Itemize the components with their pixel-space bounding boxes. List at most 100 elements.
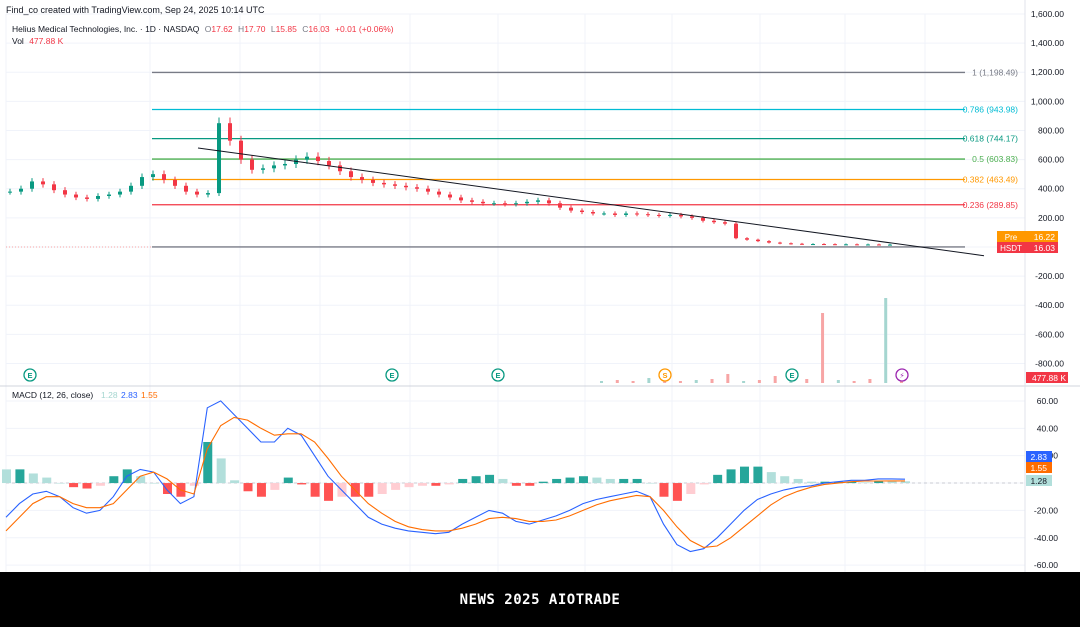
macd-histogram-bar <box>270 483 280 490</box>
macd-histogram-bar <box>283 477 293 484</box>
volume-bars <box>600 298 903 383</box>
price-axis-tick: -400.00 <box>1035 300 1064 310</box>
candle-body <box>206 193 210 195</box>
candle-body <box>426 188 430 192</box>
candle-body <box>657 214 661 216</box>
macd-histogram-bar <box>15 469 25 484</box>
macd-histogram-bar <box>2 469 11 484</box>
event-badge[interactable]: E <box>785 368 799 382</box>
price-axis-tick: 1,200.00 <box>1031 67 1064 77</box>
macd-title: MACD (12, 26, close) <box>12 390 93 400</box>
volume-bar <box>600 381 603 383</box>
volume-bar <box>710 379 714 383</box>
price-axis-tick: 1,000.00 <box>1031 96 1064 106</box>
macd-histogram-bar <box>136 476 146 484</box>
candle-body <box>19 188 23 192</box>
macd-legend-value: 1.28 <box>101 390 118 400</box>
candle-body <box>184 185 188 192</box>
candle-body <box>74 194 78 198</box>
candle-body <box>41 181 45 185</box>
candle-body <box>52 184 56 191</box>
macd-value-tag-bg <box>1026 462 1052 473</box>
macd-histogram-bar <box>874 481 884 484</box>
badge-circle <box>895 368 909 382</box>
event-badge[interactable]: E <box>23 368 37 382</box>
last-price-tag-value-bg <box>1026 242 1058 253</box>
candle-body <box>591 212 595 214</box>
macd-axis-tick: -40.00 <box>1034 533 1058 543</box>
candle-body <box>327 161 331 166</box>
volume-bar <box>742 381 746 383</box>
candle-body <box>63 190 67 195</box>
candle-body <box>195 191 199 195</box>
signal-line <box>5 416 905 548</box>
volume-legend: Vol 477.88 K <box>12 36 66 46</box>
candle-body <box>756 239 760 242</box>
low-value: 15.85 <box>275 24 297 34</box>
macd-pane: MACD (12, 26, close) 1.28 2.83 1.55 <box>2 390 1025 553</box>
candle-body <box>558 203 562 208</box>
volume-bar <box>663 381 667 383</box>
macd-histogram-bar <box>887 481 897 484</box>
pre-market-tag: Pre 16.22 <box>997 231 1058 242</box>
macd-histogram-bar <box>377 483 387 494</box>
badge-label: ⚡ <box>899 371 904 380</box>
candle-body <box>580 210 584 213</box>
open-value: 17.62 <box>211 24 233 34</box>
price-axis[interactable]: 1,600.00 1,400.00 1,200.00 1,000.00 800.00 60… <box>997 9 1068 570</box>
candle-body <box>151 174 155 178</box>
macd-value-tag-bg <box>1026 475 1052 486</box>
macd-histogram-bar <box>458 478 468 484</box>
candle-body <box>866 244 870 246</box>
macd-histogram-bar <box>28 473 38 484</box>
candle-body <box>217 123 221 194</box>
price-axis-tick: -600.00 <box>1035 329 1064 339</box>
candle-body <box>338 165 342 172</box>
change-value: +0.01 (+0.06%) <box>335 24 394 34</box>
macd-value-tag: 1.55 <box>1030 463 1047 473</box>
candle-body <box>745 238 749 240</box>
last-price-tag-value: 16.03 <box>1034 243 1056 253</box>
candle-body <box>415 187 419 189</box>
volume-tag-bg <box>1026 372 1068 383</box>
candle-body <box>272 165 276 169</box>
macd-histogram-bar <box>807 481 817 484</box>
macd-histogram-bar <box>256 483 266 497</box>
last-price-tag-label: HSDT <box>1000 244 1022 253</box>
price-axis-tick: 800.00 <box>1038 125 1064 135</box>
macd-histogram-bar <box>216 458 226 484</box>
candle-body <box>228 123 232 141</box>
chart-canvas: 1 (1,198.49) 0.786 (943.98) 0.618 (744.17)… <box>0 0 1080 572</box>
event-badge[interactable]: ⚡ <box>895 368 909 382</box>
event-badge[interactable]: S <box>658 368 672 382</box>
volume-bar <box>678 381 682 383</box>
last-price-tag: HSDT 16.03 <box>997 242 1058 253</box>
price-axis-tick: -200.00 <box>1035 271 1064 281</box>
macd-histogram-bar <box>417 483 427 486</box>
candle-body <box>514 203 518 205</box>
candle-body <box>316 156 320 162</box>
candle-body <box>800 243 804 245</box>
macd-histogram-bar <box>726 469 736 484</box>
pre-market-tag-label-bg <box>997 231 1026 242</box>
candle-body <box>778 242 782 244</box>
event-badges[interactable]: E E E S E ⚡ <box>23 368 909 382</box>
macd-histogram-bar <box>203 442 213 484</box>
trend-line-segment <box>197 147 985 257</box>
macd-histogram-bar <box>163 483 173 494</box>
fib-label: 0.786 (943.98) <box>963 105 1018 115</box>
macd-histogram-bar <box>364 483 374 497</box>
trend-line[interactable] <box>197 147 985 257</box>
candle-body <box>690 216 694 218</box>
badge-circle <box>658 368 672 382</box>
macd-histogram-bar <box>42 477 52 484</box>
event-badge[interactable]: E <box>385 368 399 382</box>
event-badge[interactable]: E <box>491 368 505 382</box>
macd-histogram-bar <box>605 478 615 484</box>
macd-histogram-bar <box>578 476 588 484</box>
candle-body <box>877 244 881 246</box>
macd-histogram-bar <box>847 481 857 484</box>
macd-histogram-bar <box>230 480 240 484</box>
macd-histogram-bar <box>699 483 709 485</box>
macd-histogram-bar <box>69 483 79 488</box>
